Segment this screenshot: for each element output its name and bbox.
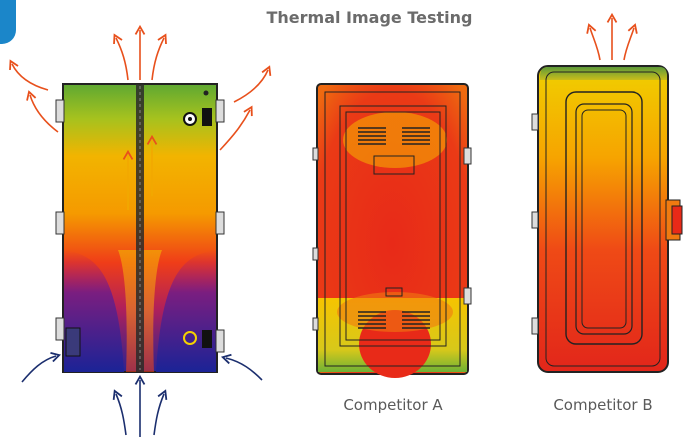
enclosure-main (55, 83, 225, 373)
page-title: Thermal Image Testing (266, 8, 473, 27)
enclosure-competitor-b (531, 65, 683, 373)
accent-tab (0, 0, 16, 44)
heat-arrows-main (9, 24, 272, 210)
caption-competitor-a: Competitor A (343, 396, 443, 414)
enclosure-competitor-a (312, 83, 472, 378)
heat-arrows-competitor-b (586, 12, 638, 61)
cool-air-arrows (21, 352, 263, 437)
caption-competitor-b: Competitor B (553, 396, 653, 414)
